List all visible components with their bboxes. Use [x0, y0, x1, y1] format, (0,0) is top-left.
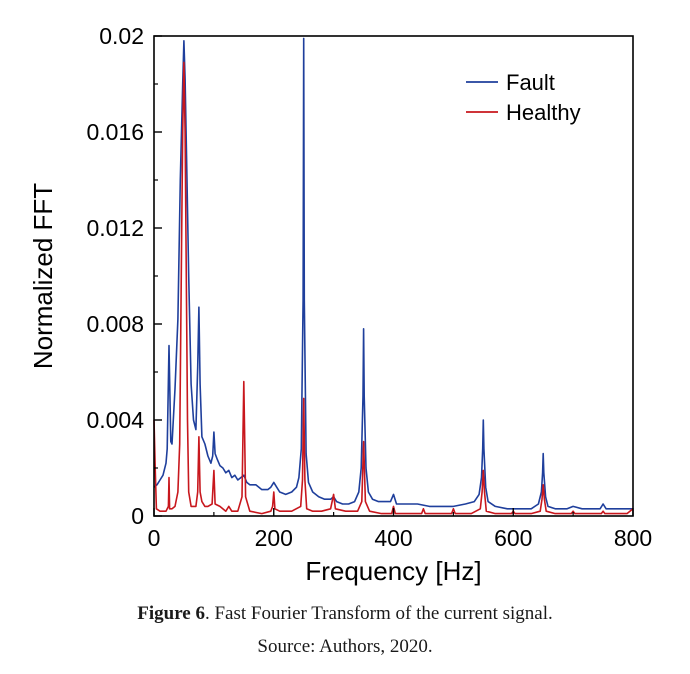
figure-source: Source: Authors, 2020. [257, 636, 433, 657]
series-line-healthy [153, 61, 634, 515]
y-tick-label: 0.02 [99, 23, 144, 49]
x-tick-label: 400 [374, 525, 412, 551]
y-tick-label: 0 [131, 503, 144, 529]
x-axis-label: Frequency [Hz] [305, 556, 481, 586]
y-tick-label: 0.016 [86, 119, 144, 145]
x-tick-label: 0 [148, 525, 161, 551]
figure-label: Figure 6 [137, 603, 205, 624]
series-line-fault [153, 37, 633, 510]
figure-caption: Figure 6. Fast Fourier Transform of the … [0, 603, 690, 625]
y-tick-label: 0.012 [86, 215, 144, 241]
x-tick-label: 600 [494, 525, 532, 551]
y-axis-label: Normalized FFT [28, 183, 58, 369]
legend: Fault Healthy [466, 70, 581, 125]
x-tick-label: 800 [614, 525, 652, 551]
axis-ticks [153, 35, 634, 517]
plot-lines [153, 37, 634, 515]
figure-caption-text: . Fast Fourier Transform of the current … [204, 603, 553, 624]
legend-label-healthy: Healthy [506, 100, 581, 125]
fft-chart: 0 200 400 600 800 0 0.004 0.008 0.012 0.016 0.02 F… [28, 23, 652, 586]
y-tick-label: 0.008 [86, 311, 144, 337]
legend-label-fault: Fault [506, 70, 555, 95]
y-tick-label: 0.004 [86, 407, 144, 433]
x-tick-label: 200 [255, 525, 293, 551]
tick-labels: 0 200 400 600 800 0 0.004 0.008 0.012 0.016 0.02 [86, 23, 652, 551]
